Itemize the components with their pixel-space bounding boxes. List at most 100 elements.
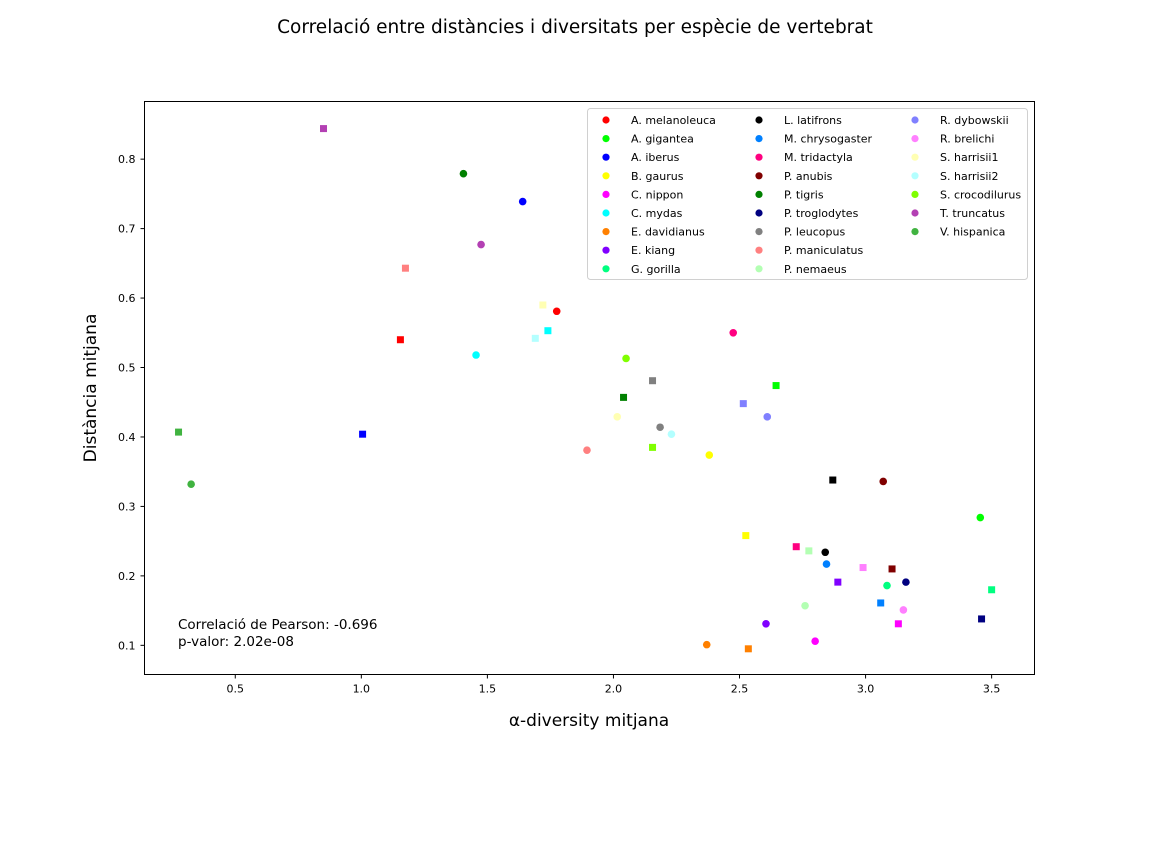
legend-marker [755, 246, 763, 254]
data-point-square [320, 125, 328, 133]
data-point-square [829, 476, 837, 484]
data-point-square [877, 599, 885, 607]
y-tick-label: 0.1 [118, 639, 136, 652]
legend-entry: T. truncatus [911, 207, 1005, 220]
legend-entry: P. troglodytes [755, 207, 859, 220]
data-point-square [978, 615, 986, 623]
x-tick-label: 2.0 [605, 683, 623, 696]
data-point-square [359, 430, 367, 438]
x-tick-label: 3.5 [983, 683, 1001, 696]
legend-label: P. anubis [784, 170, 833, 183]
legend-label: G. gorilla [631, 263, 681, 276]
data-point-circle [702, 640, 711, 649]
legend-entry: R. brelichi [911, 133, 994, 146]
pearson-correlation-text: Correlació de Pearson: -0.696 [178, 617, 377, 633]
data-point-circle [622, 354, 630, 363]
legend-label: C. mydas [631, 207, 683, 220]
data-point-square [544, 327, 552, 335]
legend-entry: E. kiang [602, 244, 675, 257]
legend-label: M. chrysogaster [784, 133, 873, 146]
data-point-circle [801, 601, 809, 610]
legend-entry: R. dybowskii [911, 114, 1009, 127]
legend-entry: S. harrisii1 [911, 151, 998, 164]
data-point-circle [705, 451, 714, 459]
data-point-circle [656, 423, 664, 432]
legend-marker [911, 172, 919, 180]
x-tick-label: 0.5 [227, 683, 245, 696]
y-axis-label: Distància mitjana [81, 314, 101, 463]
data-point-square [531, 334, 539, 342]
data-point-square [649, 377, 657, 385]
legend-marker [911, 153, 919, 161]
legend-box [587, 108, 1028, 280]
data-point-square [739, 400, 747, 408]
stats-annotation: Correlació de Pearson: -0.696 p-valor: 2… [178, 617, 377, 650]
legend-label: A. gigantea [631, 133, 694, 146]
legend-entry: P. maniculatus [755, 244, 863, 257]
legend-label: E. davidianus [631, 226, 705, 239]
x-axis: 0.5 1.0 1.5 2.0 2.5 3.0 3.5 [227, 674, 1001, 696]
legend-label: P. nemaeus [784, 263, 847, 276]
legend-marker [602, 116, 610, 124]
legend-marker [602, 228, 610, 236]
data-point-square [396, 336, 404, 344]
data-point-square [620, 393, 628, 401]
legend-marker [602, 246, 610, 254]
legend-label: P. troglodytes [784, 207, 859, 220]
legend-label: R. brelichi [940, 133, 994, 146]
legend-entry: L. latifrons [755, 114, 842, 127]
legend-marker [755, 135, 763, 143]
legend-marker [911, 228, 919, 236]
legend-entry: A. iberus [602, 151, 680, 164]
data-point-square [742, 532, 750, 540]
data-point-circle [976, 513, 985, 522]
y-tick-label: 0.8 [118, 153, 136, 166]
legend-label: P. maniculatus [784, 244, 863, 257]
data-point-circle [583, 446, 591, 454]
chart-title: Correlació entre distàncies i diversitat… [277, 17, 873, 38]
legend-label: S. harrisii1 [940, 151, 998, 164]
data-point-circle [187, 480, 195, 488]
data-point-square [175, 428, 183, 436]
data-point-circle [822, 560, 831, 568]
data-point-square [805, 547, 813, 555]
legend-label: L. latifrons [784, 114, 842, 127]
legend-entry: C. nippon [602, 188, 683, 201]
legend-label: E. kiang [631, 244, 675, 257]
x-tick-label: 3.0 [857, 683, 875, 696]
legend-label: S. harrisii2 [940, 170, 998, 183]
y-tick-label: 0.4 [118, 431, 136, 444]
legend-marker [911, 135, 919, 143]
legend-label: C. nippon [631, 188, 683, 201]
data-point-circle [472, 351, 480, 359]
legend-label: B. gaurus [631, 170, 684, 183]
y-tick-label: 0.7 [118, 223, 136, 236]
data-point-circle [821, 548, 830, 557]
legend-label: V. hispanica [940, 226, 1005, 239]
y-axis: 0.1 0.2 0.3 0.4 0.5 0.6 0.7 0.8 [118, 153, 145, 652]
data-point-circle [879, 477, 888, 486]
legend-marker [602, 265, 610, 273]
data-point-circle [763, 413, 772, 421]
data-point-square [744, 645, 752, 653]
data-point-circle [883, 581, 891, 590]
legend-entry: B. gaurus [602, 170, 684, 183]
y-tick-label: 0.5 [118, 362, 136, 375]
y-tick-label: 0.6 [118, 292, 136, 305]
legend-entry: A. gigantea [602, 133, 694, 146]
legend-marker [602, 190, 610, 198]
legend-marker [755, 153, 763, 161]
data-point-square [859, 564, 867, 572]
data-point-circle [459, 169, 468, 178]
legend-marker [755, 116, 763, 124]
legend-label: T. truncatus [939, 207, 1005, 220]
legend-marker [602, 172, 610, 180]
legend-entry: S. harrisii2 [911, 170, 998, 183]
data-point-circle [811, 637, 819, 645]
data-point-square [988, 586, 996, 594]
legend-marker [755, 265, 763, 273]
legend: A. melanoleuca A. gigantea A. iberus B. gau… [587, 108, 1028, 280]
legend-entry: P. nemaeus [755, 263, 847, 276]
legend-label: P. tigris [784, 188, 824, 201]
